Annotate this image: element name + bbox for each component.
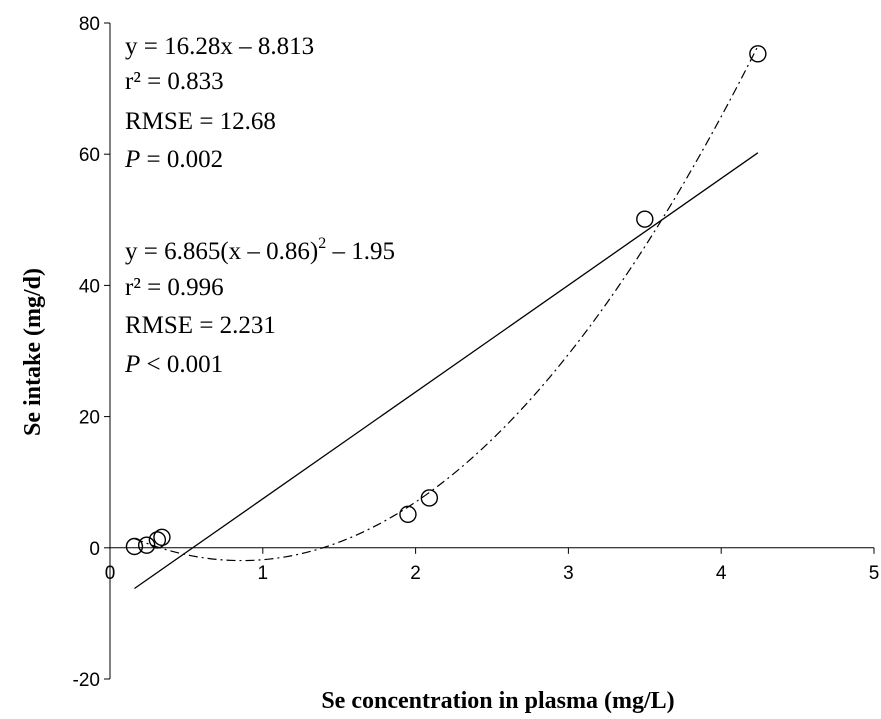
data-point — [148, 531, 167, 549]
linear-fit-annotation: y = 16.28x – 8.813 r² = 0.833 RMSE = 12.… — [124, 33, 314, 173]
fit-lines — [134, 45, 759, 590]
x-tick-label: 2 — [410, 563, 421, 584]
linear-fit-line — [134, 152, 759, 590]
x-tick-label: 0 — [105, 563, 116, 584]
quadratic-r2: r² = 0.996 — [125, 274, 224, 301]
quadratic-p-value: P < 0.001 — [124, 351, 223, 378]
x-axis-ticks: 0 1 2 3 4 5 — [105, 547, 880, 584]
quadratic-equation-main: y = 6.865(x – 0.86) — [125, 238, 318, 265]
data-point — [420, 489, 439, 507]
linear-p-text: = 0.002 — [140, 146, 223, 173]
x-tick-label: 4 — [716, 563, 727, 584]
x-tick-label: 3 — [563, 563, 574, 584]
y-tick-label: 80 — [79, 14, 100, 35]
data-point — [125, 537, 144, 556]
data-point — [636, 210, 654, 228]
y-axis-ticks: -20 0 20 40 60 80 — [73, 14, 110, 691]
linear-p-symbol: P — [124, 146, 140, 173]
data-point — [153, 528, 171, 547]
quadratic-rmse: RMSE = 2.231 — [125, 312, 276, 339]
linear-r2: r² = 0.833 — [125, 68, 224, 95]
data-point — [137, 536, 156, 554]
linear-p-value: P = 0.002 — [124, 146, 223, 173]
data-points — [125, 45, 767, 556]
axes — [109, 23, 874, 679]
y-tick-label: -20 — [73, 670, 100, 691]
y-tick-label: 0 — [89, 539, 100, 560]
quadratic-equation-exponent: 2 — [318, 235, 326, 252]
data-point — [399, 505, 417, 524]
linear-equation: y = 16.28x – 8.813 — [125, 33, 314, 60]
x-axis-title: Se concentration in plasma (mg/L) — [321, 688, 674, 714]
quadratic-p-text: < 0.001 — [140, 351, 223, 378]
data-point — [749, 45, 767, 63]
quadratic-equation-tail: – 1.95 — [326, 238, 395, 265]
quadratic-p-symbol: P — [124, 351, 140, 378]
y-tick-label: 20 — [79, 408, 100, 429]
y-axis-title: Se intake (mg/d) — [20, 268, 46, 436]
x-tick-label: 1 — [258, 563, 269, 584]
linear-rmse: RMSE = 12.68 — [125, 108, 276, 135]
quadratic-fit-annotation: y = 6.865(x – 0.86)2 – 1.95 r² = 0.996 R… — [124, 235, 395, 378]
y-tick-label: 40 — [79, 276, 100, 297]
y-tick-label: 60 — [79, 145, 100, 166]
quadratic-equation: y = 6.865(x – 0.86)2 – 1.95 — [125, 235, 395, 265]
x-tick-label: 5 — [869, 563, 880, 584]
